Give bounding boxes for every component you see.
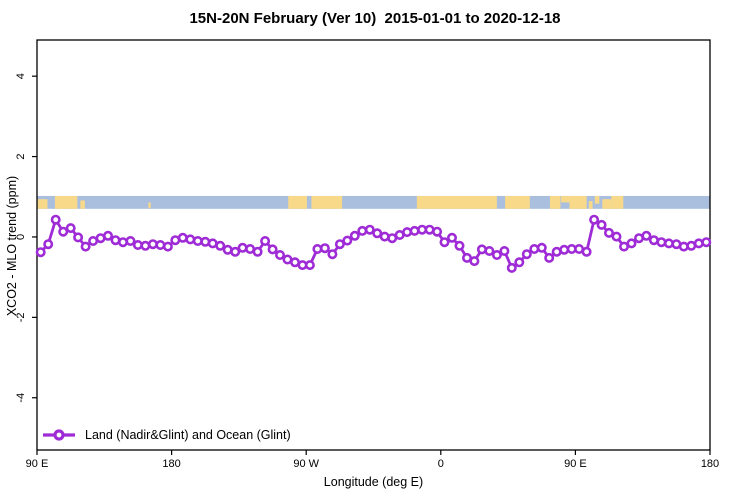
data-point (521, 249, 532, 260)
data-point (446, 232, 457, 243)
data-point (230, 246, 241, 257)
y-tick-label: 2 (15, 154, 27, 160)
data-point (58, 226, 69, 237)
data-point (327, 249, 338, 260)
data-point (177, 232, 188, 243)
data-point (274, 250, 285, 261)
data-point (439, 237, 450, 248)
data-point (35, 247, 46, 258)
data-point (514, 257, 525, 268)
map-band-land-segment (602, 199, 612, 209)
data-point (544, 252, 555, 263)
data-point (581, 246, 592, 257)
data-point (252, 246, 263, 257)
map-band-land-segment (148, 202, 151, 209)
map-band-land-segment (569, 195, 587, 209)
map-band-land-segment (505, 195, 530, 209)
data-point (260, 236, 271, 247)
y-tick-label: -2 (15, 312, 27, 322)
x-tick-label: 180 (162, 458, 180, 470)
map-band-land-segment (588, 201, 593, 209)
x-axis-title: Longitude (deg E) (323, 475, 424, 489)
data-point (140, 240, 151, 251)
data-point (304, 260, 315, 271)
map-band-land-segment (311, 195, 343, 209)
data-point (43, 239, 54, 250)
y-tick-label: 4 (15, 73, 27, 79)
data-point (65, 223, 76, 234)
data-point (506, 262, 517, 273)
data-point (484, 246, 495, 257)
data-point (73, 232, 84, 243)
x-tick-label: 90 E (26, 458, 49, 470)
data-point (155, 240, 166, 251)
y-axis-title: XCO2 - MLO trend (ppm) (5, 175, 19, 317)
data-point (50, 214, 61, 225)
data-point (409, 225, 420, 236)
chart-title: 15N-20N February (Ver 10) 2015-01-01 to … (189, 10, 561, 27)
data-point (641, 230, 652, 241)
data-point (701, 237, 712, 248)
map-band-land-segment (594, 195, 600, 204)
data-point (185, 234, 196, 245)
data-point (334, 239, 345, 250)
map-band-land-segment (80, 200, 85, 209)
data-point (342, 235, 353, 246)
data-point (491, 250, 502, 261)
data-point (364, 224, 375, 235)
data-point (379, 231, 390, 242)
y-tick-label: 0 (15, 234, 27, 240)
legend-line-marker-icon (43, 429, 75, 441)
map-band-land-segment (549, 195, 561, 209)
data-point (118, 237, 129, 248)
data-point (693, 238, 704, 249)
data-point (372, 228, 383, 239)
data-point (432, 226, 443, 237)
map-band-land-segment (611, 195, 624, 209)
data-point (103, 230, 114, 241)
data-point (237, 242, 248, 253)
map-band-land-segment (37, 199, 48, 209)
data-point (596, 219, 607, 230)
legend-label: Land (Nadir&Glint) and Ocean (Glint) (85, 428, 291, 442)
data-point (349, 230, 360, 241)
x-tick-label: 90 W (293, 458, 319, 470)
data-point (125, 236, 136, 247)
data-point (536, 242, 547, 253)
data-point (402, 227, 413, 238)
map-band-land-segment (416, 195, 497, 209)
map-band-ocean (37, 195, 710, 209)
data-point (454, 240, 465, 251)
data-point (357, 225, 368, 236)
x-tick-label: 180 (701, 458, 719, 470)
legend: Land (Nadir&Glint) and Ocean (Glint) (42, 428, 291, 442)
data-point (589, 214, 600, 225)
data-point (499, 246, 510, 257)
data-point (656, 237, 667, 248)
data-point (603, 227, 614, 238)
y-tick-label: -4 (15, 393, 27, 403)
data-point (162, 241, 173, 252)
data-point (267, 244, 278, 255)
data-point (476, 244, 487, 255)
data-point (319, 243, 330, 254)
data-point (611, 231, 622, 242)
data-point (626, 238, 637, 249)
data-point (529, 244, 540, 255)
map-band-land-segment (561, 195, 570, 203)
x-tick-label: 90 E (564, 458, 587, 470)
data-point (469, 256, 480, 267)
map-band-land-segment (54, 195, 78, 209)
data-point (215, 240, 226, 251)
x-tick-label: 0 (438, 458, 444, 470)
map-band-land-segment (288, 195, 307, 209)
data-point (80, 241, 91, 252)
